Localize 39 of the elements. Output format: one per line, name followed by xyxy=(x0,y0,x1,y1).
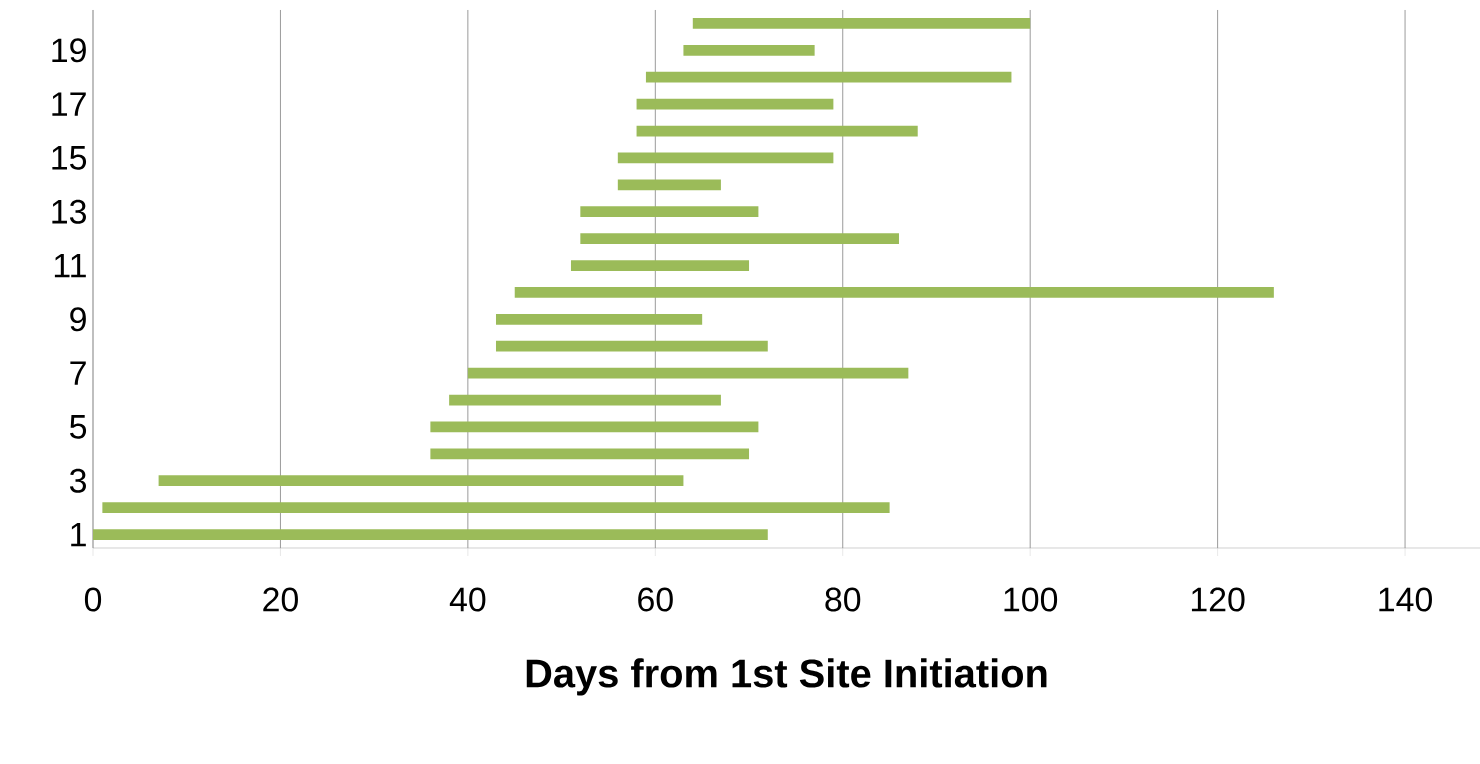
bar xyxy=(683,44,815,56)
y-tick-label: 11 xyxy=(54,253,86,278)
bar xyxy=(449,394,721,406)
x-tick-label: 40 xyxy=(449,587,486,612)
x-tick-label: 20 xyxy=(263,587,298,612)
bar xyxy=(430,448,750,460)
y-tick-label: 7 xyxy=(70,361,86,385)
y-tick-label: 1 xyxy=(71,522,86,547)
y-tick-label: 3 xyxy=(69,468,86,493)
y-tick-label: 13 xyxy=(52,199,86,224)
x-axis-title: Days from 1st Site Initiation xyxy=(526,658,1047,696)
bar xyxy=(636,98,834,110)
bar xyxy=(158,475,684,487)
y-tick-label: 19 xyxy=(52,38,86,63)
bar xyxy=(580,206,759,218)
y-tick-label: 17 xyxy=(52,92,86,116)
bar xyxy=(467,367,909,379)
bar xyxy=(617,179,721,191)
bar xyxy=(102,502,890,514)
x-tick-label: 60 xyxy=(638,587,673,612)
y-tick-label: 15 xyxy=(52,146,87,170)
y-tick-label: 9 xyxy=(70,307,86,332)
x-tick-label: 80 xyxy=(825,587,861,612)
bar xyxy=(617,152,834,164)
x-tick-label: 100 xyxy=(1004,587,1058,612)
bar xyxy=(645,71,1012,83)
y-tick-label: 5 xyxy=(70,415,87,439)
x-tick-label: 0 xyxy=(84,587,102,612)
bar xyxy=(430,421,759,433)
x-tick-label: 140 xyxy=(1379,587,1432,612)
bar xyxy=(580,233,899,245)
bar xyxy=(495,340,768,352)
bar xyxy=(514,287,1274,298)
bar xyxy=(93,529,768,540)
bar xyxy=(495,313,703,325)
bar xyxy=(692,18,1031,29)
bar xyxy=(636,125,918,137)
x-tick-label: 120 xyxy=(1191,587,1245,612)
bar xyxy=(570,260,750,271)
